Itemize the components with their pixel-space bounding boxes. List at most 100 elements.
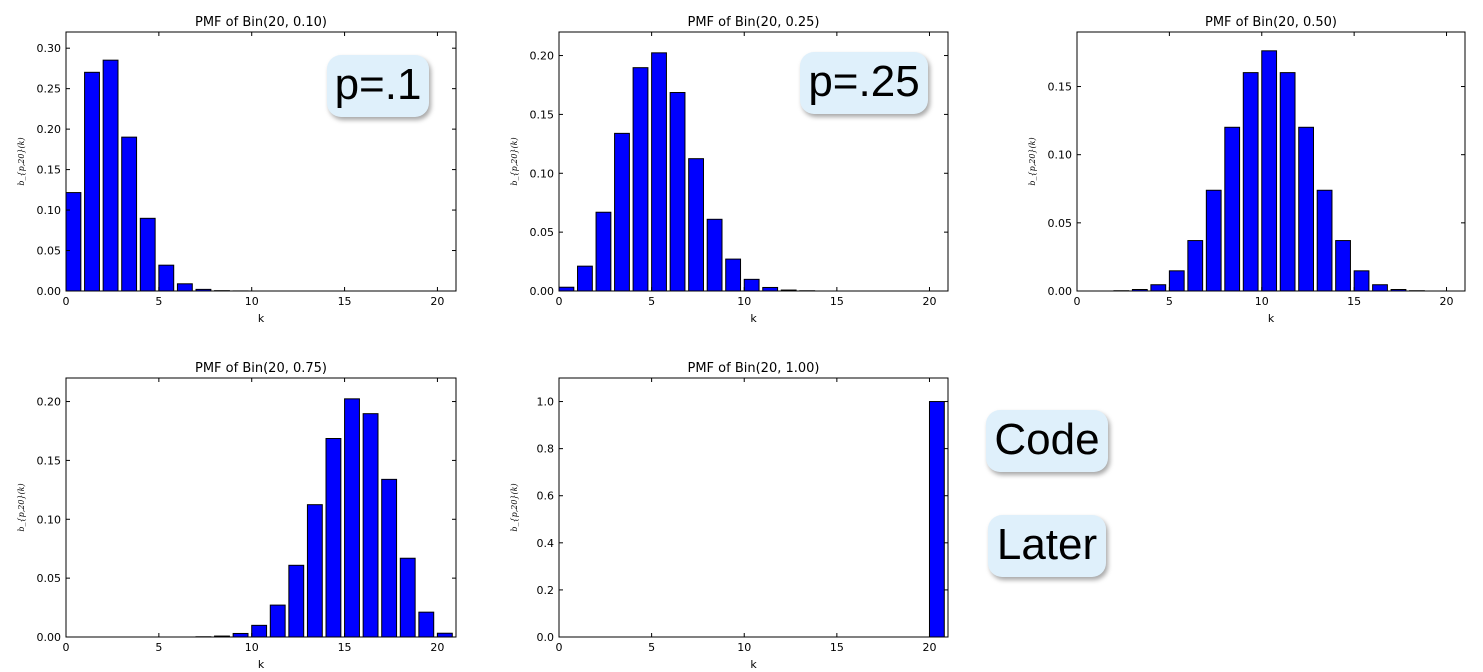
callout-p-0.1: p=.1	[327, 55, 429, 117]
chart-panel-2: 0 5 10 15 20 0.00 0.05 0.10 0.15 0.20 PMF of Bin(2…	[510, 15, 949, 325]
bar-k20	[436, 632, 453, 638]
chart-title: PMF of Bin(20, 0.25)	[688, 15, 820, 30]
bar-k14	[1335, 240, 1351, 292]
bar-k0	[558, 286, 575, 292]
chart-panel-4: 0 5 10 15 20 0.00 0.05 0.10 0.15 0.20 PMF of Bin(2…	[17, 361, 457, 671]
y-tick-label: 0.00	[37, 285, 62, 298]
x-tick-label: 10	[1255, 295, 1269, 308]
y-tick-label: 0.15	[530, 108, 555, 121]
bar-k1	[577, 265, 593, 292]
bar-k16	[1372, 284, 1388, 292]
x-tick-label: 20	[430, 641, 444, 654]
y-tick-label: 0.10	[530, 167, 555, 180]
x-axis-label: k	[258, 658, 265, 671]
y-tick-label: 0.00	[37, 631, 62, 644]
y-tick-label: 0.4	[537, 537, 555, 550]
x-tick-label: 5	[155, 641, 162, 654]
chart-title: PMF of Bin(20, 1.00)	[688, 361, 820, 376]
x-tick-label: 20	[1440, 295, 1454, 308]
y-tick-label: 0.10	[37, 513, 62, 526]
y-axis-label: b_{p,20}(k)	[1028, 137, 1037, 185]
bar-k11	[762, 286, 779, 292]
bar-k18	[399, 557, 416, 638]
x-tick-label: 20	[922, 641, 936, 654]
x-tick-label: 10	[737, 295, 751, 308]
bar-k0	[65, 192, 82, 292]
y-tick-label: 0.25	[37, 83, 62, 96]
x-tick-label: 10	[245, 641, 259, 654]
chart-panel-1: 0 5 10 15 20 0.00 0.05 0.10 0.15 0.20 0.25 0.30 PMF …	[17, 15, 457, 325]
y-tick-label: 0.2	[537, 584, 555, 597]
x-axis-label: k	[258, 312, 265, 325]
bar-k16	[362, 413, 379, 638]
y-tick-label: 0.00	[530, 285, 555, 298]
bar-k20	[928, 401, 945, 638]
bar-k8	[706, 218, 723, 292]
x-tick-label: 20	[922, 295, 936, 308]
plot-frame	[65, 377, 457, 638]
y-tick-label: 0.8	[537, 443, 555, 456]
bar-k13	[306, 504, 323, 638]
x-tick-label: 0	[1074, 295, 1081, 308]
x-tick-label: 0	[63, 295, 70, 308]
x-tick-label: 5	[648, 641, 655, 654]
bar-k17	[381, 478, 398, 638]
bar-k1	[84, 71, 100, 292]
bar-k6	[669, 92, 686, 292]
bar-k2	[102, 59, 119, 292]
callout-later: Later	[988, 515, 1106, 577]
bar-k4	[1150, 284, 1167, 292]
bar-k11	[1279, 72, 1296, 292]
y-tick-label: 0.20	[37, 123, 62, 136]
y-tick-label: 0.20	[530, 50, 555, 63]
y-tick-label: 0.05	[37, 245, 62, 258]
bar-k6	[1187, 240, 1204, 292]
bar-k10	[1261, 50, 1278, 292]
x-tick-label: 20	[430, 295, 444, 308]
y-tick-label: 0.05	[37, 572, 62, 585]
chart-panel-5: 0 5 10 15 20 0.0 0.2 0.4 0.6 0.8 1.0 PMF of Bin(20,…	[510, 361, 949, 671]
x-tick-label: 0	[556, 295, 563, 308]
bar-k9	[232, 632, 249, 638]
bar-k15	[1353, 270, 1370, 292]
y-tick-label: 0.15	[37, 164, 62, 177]
y-tick-label: 0.15	[1048, 81, 1073, 94]
bar-k8	[1224, 126, 1241, 292]
y-tick-label: 0.10	[37, 204, 62, 217]
x-tick-label: 5	[648, 295, 655, 308]
chart-title: PMF of Bin(20, 0.75)	[195, 361, 327, 376]
x-tick-label: 15	[338, 295, 352, 308]
bar-k5	[1168, 270, 1185, 292]
callout-p-0.25: p=.25	[800, 52, 928, 114]
bar-k3	[121, 136, 138, 292]
bar-k4	[632, 67, 649, 292]
y-tick-label: 0.05	[530, 226, 555, 239]
bar-k9	[1242, 72, 1259, 292]
y-tick-label: 0.15	[37, 454, 62, 467]
x-tick-label: 5	[155, 295, 162, 308]
bar-k10	[251, 624, 268, 638]
x-axis-label: k	[750, 658, 757, 671]
plot-frame	[558, 377, 949, 638]
bar-k14	[325, 438, 342, 638]
callout-code: Code	[986, 410, 1108, 472]
plot-frame	[558, 31, 949, 292]
y-axis-label: b_{p,20}(k)	[17, 137, 26, 185]
y-tick-label: 0.0	[537, 631, 555, 644]
y-tick-label: 0.6	[537, 490, 555, 503]
chart-panel-3: 0 5 10 15 20 0.00 0.05 0.10 0.15 PMF of Bin(20, 0…	[1028, 15, 1466, 325]
y-axis-label: b_{p,20}(k)	[510, 137, 519, 185]
x-tick-label: 0	[63, 641, 70, 654]
bar-k3	[614, 132, 630, 292]
y-tick-label: 0.20	[37, 396, 62, 409]
y-tick-label: 0.05	[1048, 217, 1073, 230]
bar-k2	[595, 211, 612, 292]
x-tick-label: 10	[737, 641, 751, 654]
x-tick-label: 15	[1347, 295, 1361, 308]
x-axis-label: k	[1268, 312, 1275, 325]
bar-k4	[139, 217, 156, 292]
y-axis-label: b_{p,20}(k)	[510, 483, 519, 531]
bar-k13	[1316, 189, 1333, 292]
y-tick-label: 1.0	[537, 396, 555, 409]
